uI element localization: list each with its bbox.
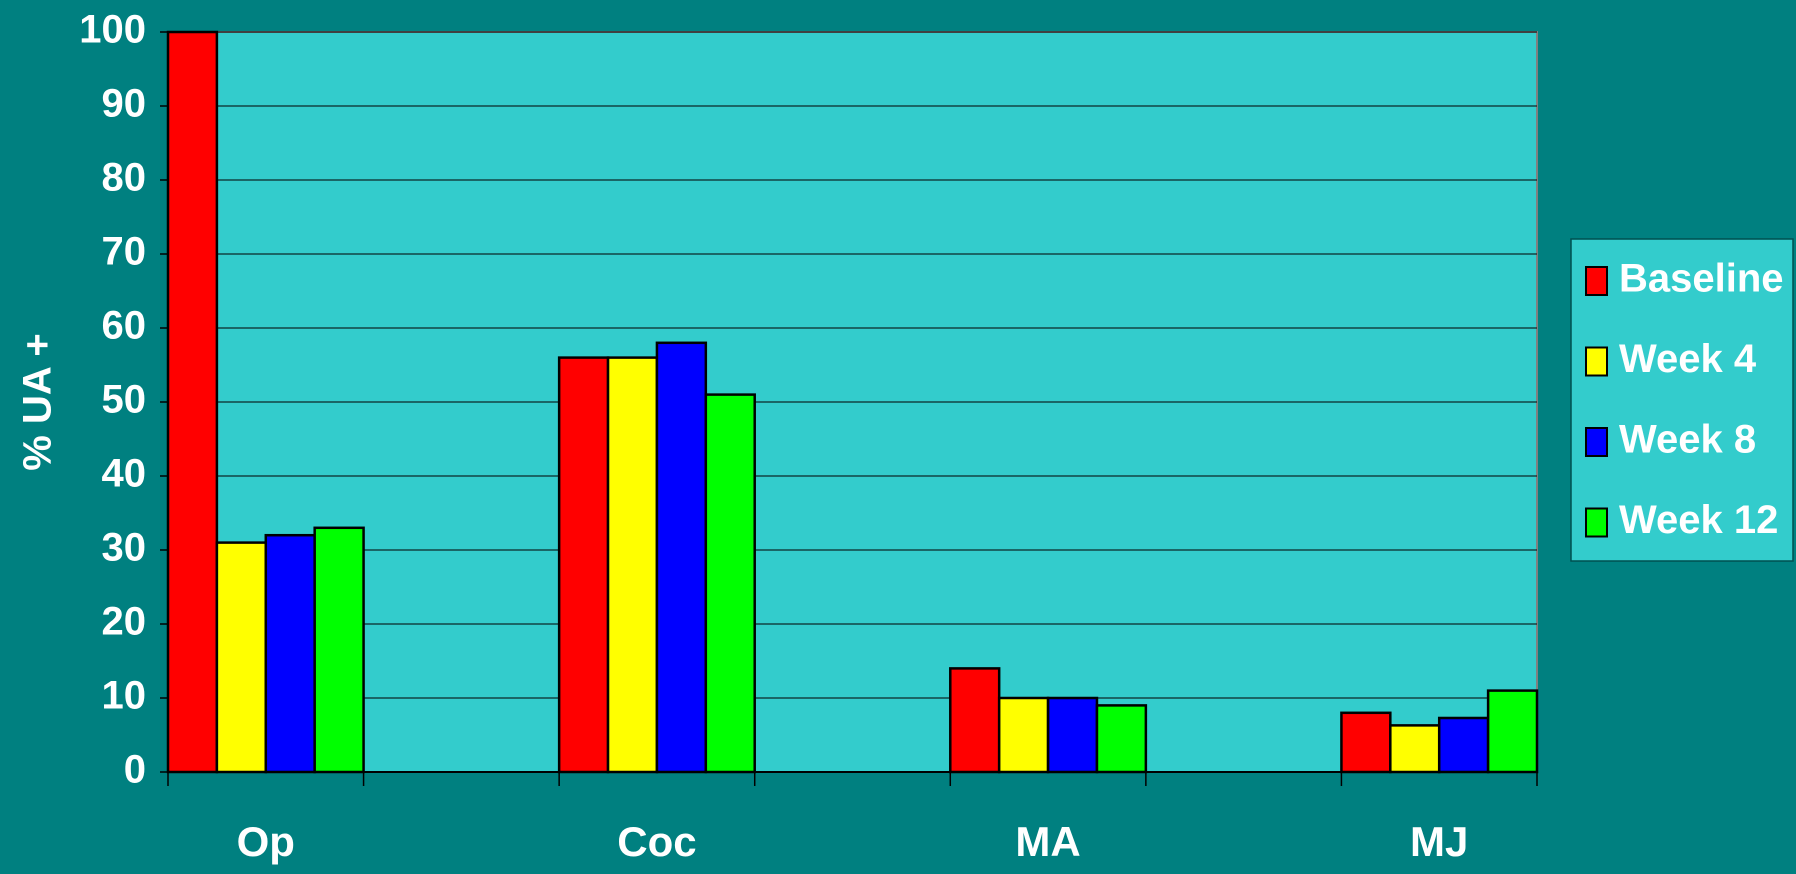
bar [655, 341, 708, 774]
legend-label: Week 12 [1619, 498, 1778, 542]
bar [1437, 716, 1490, 774]
y-tick-label: 60 [102, 304, 147, 348]
y-tick-label: 40 [102, 452, 147, 496]
bar [1046, 696, 1099, 774]
legend-swatch [1585, 507, 1608, 538]
bar [949, 667, 1001, 774]
legend-swatch [1585, 266, 1608, 296]
bar [1486, 689, 1539, 774]
y-axis-label: % UA + [16, 333, 60, 470]
bar [215, 541, 268, 774]
y-tick-label: 90 [102, 82, 147, 126]
y-tick-label: 80 [102, 156, 147, 200]
bar [997, 696, 1050, 774]
y-tick-label: 20 [102, 600, 147, 644]
legend-swatch [1585, 346, 1608, 377]
legend-label: Week 4 [1619, 337, 1757, 381]
legend-label: Week 8 [1619, 418, 1756, 462]
x-tick-label: Op [237, 818, 295, 865]
bar [606, 356, 659, 774]
bar [264, 533, 316, 774]
legend-swatch [1585, 427, 1608, 457]
y-tick-label: 0 [124, 748, 146, 792]
legend [1570, 238, 1794, 562]
bar [557, 356, 610, 774]
y-tick-label: 50 [102, 378, 147, 422]
y-tick-label: 100 [79, 8, 146, 52]
y-tick-label: 10 [102, 674, 147, 718]
bar [166, 30, 219, 774]
x-tick-label: MA [1015, 818, 1080, 865]
x-tick-label: Coc [617, 818, 696, 865]
legend-label: Baseline [1619, 257, 1784, 301]
bar [704, 393, 756, 774]
y-tick-label: 30 [102, 526, 147, 570]
bar [1389, 724, 1441, 774]
bar [1340, 711, 1392, 774]
bar [313, 526, 365, 774]
x-tick-label: MJ [1410, 818, 1468, 865]
bar [1095, 704, 1148, 774]
y-tick-label: 70 [102, 230, 147, 274]
